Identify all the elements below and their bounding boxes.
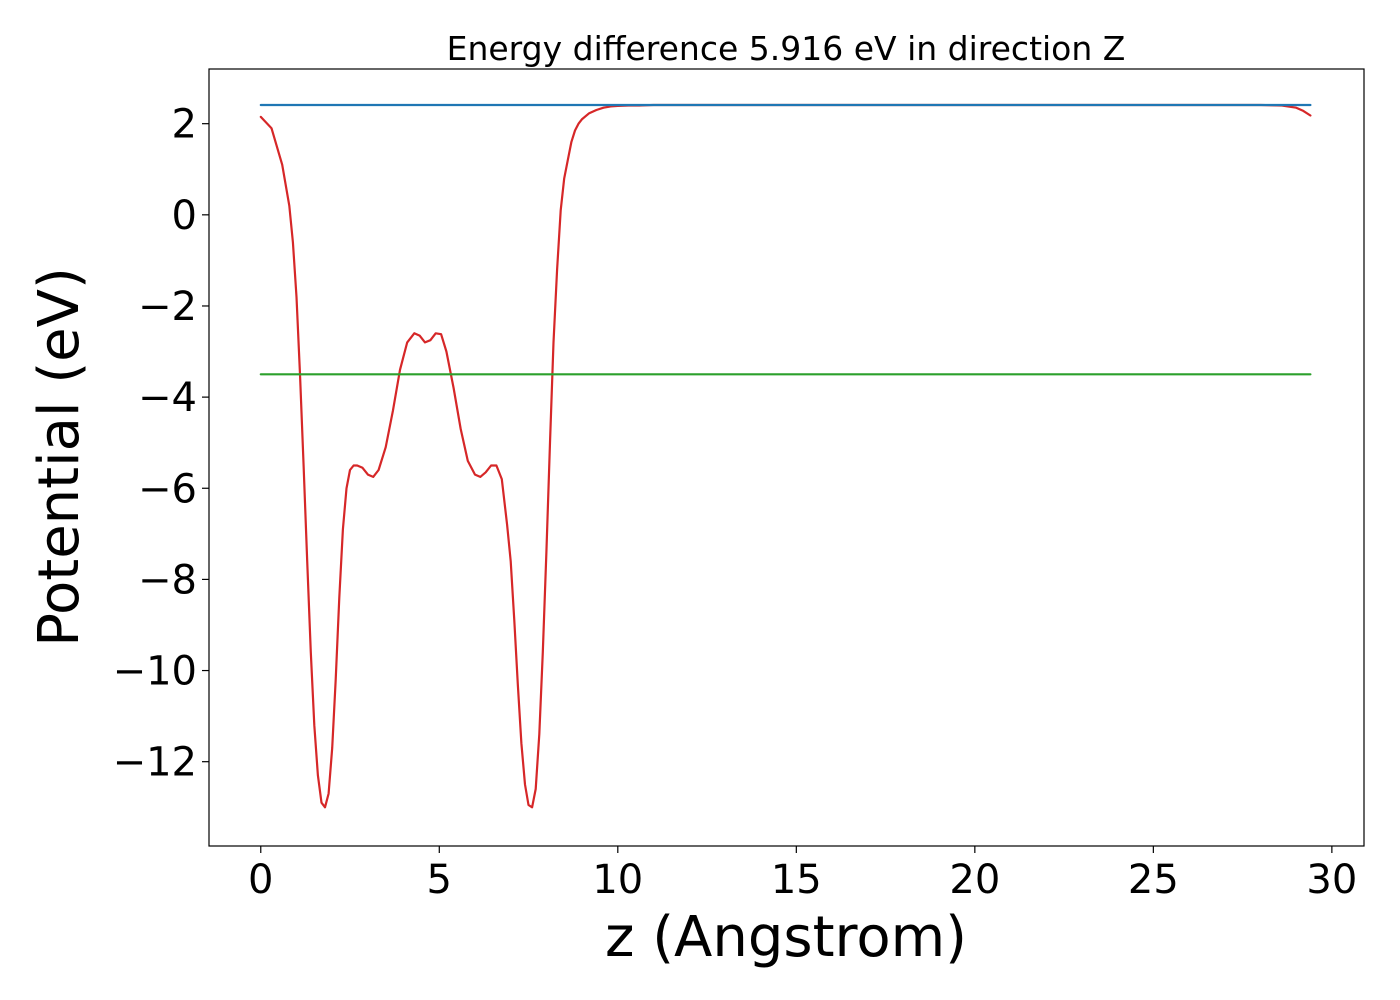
x-tick-label: 10: [592, 857, 643, 903]
x-tick-label: 20: [949, 857, 1000, 903]
chart-title: Energy difference 5.916 eV in direction …: [447, 29, 1126, 68]
y-tick-label: −10: [113, 649, 197, 695]
x-tick-label: 15: [771, 857, 822, 903]
y-tick-label: −8: [138, 557, 197, 603]
x-axis-label: z (Angstrom): [605, 905, 967, 970]
y-tick-label: −4: [138, 375, 197, 421]
y-axis: 2 0 −2 −4 −6 −8 −10 −12: [113, 102, 209, 786]
y-tick-label: −6: [138, 466, 197, 512]
x-tick-label: 0: [248, 857, 273, 903]
y-tick-label: 2: [172, 102, 197, 148]
x-axis: 0 5 10 15 20 25 30: [248, 846, 1357, 903]
series-line-1: [259, 103, 1312, 809]
plot-frame: [208, 68, 1365, 847]
series-layer: [259, 103, 1312, 809]
x-tick-label: 25: [1128, 857, 1179, 903]
y-tick-label: 0: [172, 193, 197, 239]
y-tick-label: −2: [138, 284, 197, 330]
x-tick-label: 5: [427, 857, 452, 903]
y-axis-label: Potential (eV): [27, 267, 92, 647]
x-tick-label: 30: [1306, 857, 1357, 903]
y-tick-label: −12: [113, 740, 197, 786]
